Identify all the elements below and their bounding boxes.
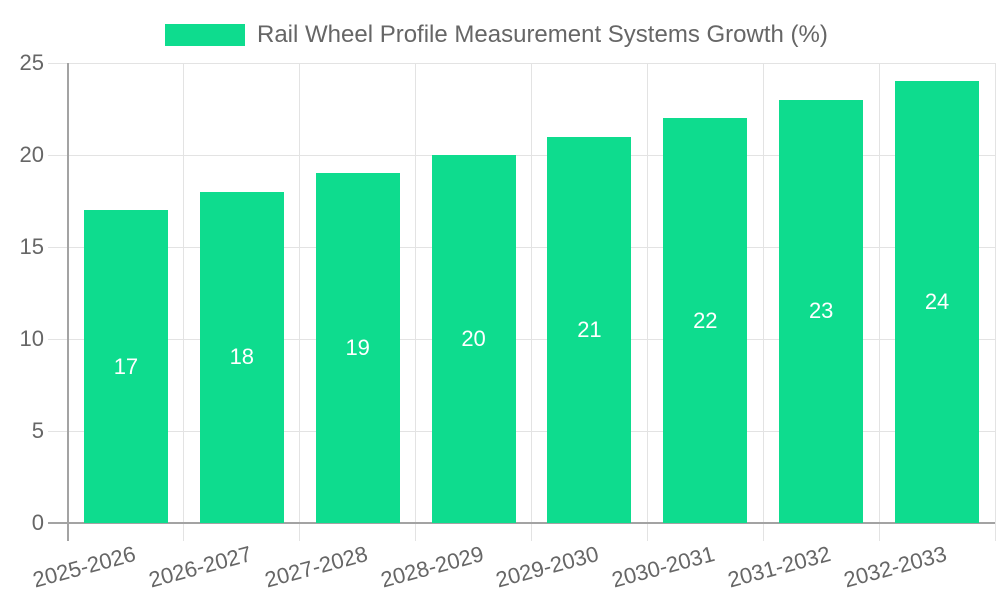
x-gridline — [994, 63, 996, 541]
bar-value-label: 17 — [113, 353, 139, 379]
bar[interactable] — [663, 118, 748, 523]
x-gridline — [531, 63, 532, 541]
x-gridline — [183, 63, 185, 541]
bar[interactable] — [83, 210, 168, 523]
bar-value-label: 23 — [808, 298, 834, 324]
y-axis-label: 10 — [19, 326, 44, 351]
legend-swatch — [165, 24, 245, 46]
legend-label: Rail Wheel Profile Measurement Systems G… — [257, 21, 828, 48]
bar[interactable] — [199, 191, 284, 523]
y-gridline — [48, 338, 995, 340]
bar-value-label: 24 — [924, 289, 950, 315]
bar[interactable] — [547, 136, 632, 523]
y-gridline — [48, 154, 995, 156]
x-gridline — [762, 63, 764, 541]
x-axis-label: 2026-2027 — [145, 541, 255, 593]
x-gridline — [878, 63, 880, 541]
bar-value-label: 22 — [693, 307, 718, 333]
x-axis-line — [48, 522, 995, 524]
x-axis-label: 2030-2031 — [609, 541, 718, 593]
bar-value-label: 19 — [345, 335, 370, 361]
x-axis-label: 2031-2032 — [725, 541, 834, 593]
bar[interactable] — [431, 155, 516, 523]
x-axis-label: 2028-2029 — [377, 541, 486, 593]
y-gridline — [48, 62, 995, 64]
x-axis-label: 2025-2026 — [30, 541, 139, 593]
y-gridline — [48, 430, 995, 432]
x-axis-label: 2027-2028 — [261, 541, 370, 593]
x-gridline — [646, 63, 648, 541]
legend-item[interactable]: Rail Wheel Profile Measurement Systems G… — [165, 21, 828, 49]
bar-value-label: 20 — [461, 326, 486, 351]
y-axis-label: 20 — [19, 142, 44, 167]
x-axis-label: 2032-2033 — [841, 541, 950, 593]
y-axis-label: 5 — [31, 418, 44, 443]
bar[interactable] — [779, 99, 864, 523]
bar-value-label: 21 — [577, 316, 602, 342]
x-axis-label: 2029-2030 — [493, 541, 602, 593]
y-axis-label: 0 — [31, 510, 44, 535]
y-axis-label: 25 — [19, 50, 44, 75]
bar-value-label: 18 — [229, 344, 255, 370]
bar[interactable] — [315, 173, 400, 523]
x-gridline — [415, 63, 417, 541]
y-axis-line — [67, 63, 69, 541]
y-axis-label: 15 — [19, 234, 44, 259]
y-gridline — [48, 246, 995, 248]
x-gridline — [299, 63, 301, 541]
bar[interactable] — [895, 81, 980, 523]
